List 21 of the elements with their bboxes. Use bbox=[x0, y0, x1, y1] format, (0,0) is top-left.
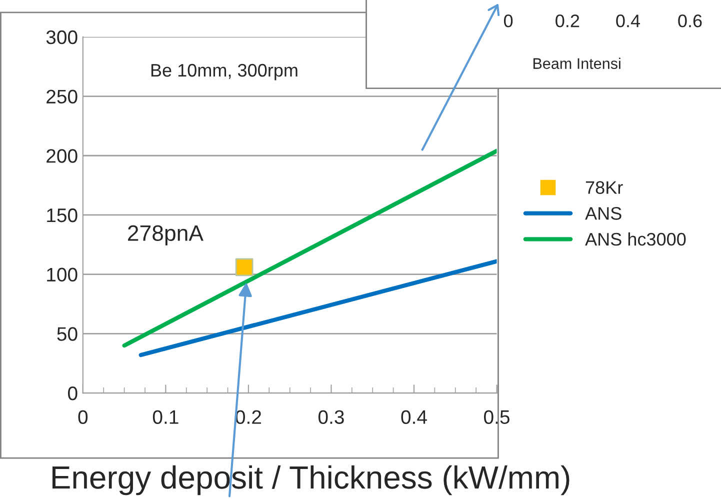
text: 0.6 bbox=[678, 14, 702, 28]
y-tick-label: 100 bbox=[47, 268, 78, 282]
y-tick-label: 150 bbox=[47, 208, 78, 222]
y-tick-label: 200 bbox=[46, 149, 78, 163]
legend-label: ANS bbox=[585, 207, 622, 220]
x-tick-label: 0.3 bbox=[318, 410, 344, 424]
legend-label: ANS hc3000 bbox=[585, 232, 686, 246]
legend-label: 78Kr bbox=[586, 181, 623, 194]
y-tick-label: 250 bbox=[46, 90, 78, 104]
y-tick-label: 50 bbox=[57, 327, 78, 341]
x-tick-label: 0 bbox=[78, 410, 88, 424]
x-tick-label: 0.1 bbox=[152, 410, 178, 424]
text: Beam Intensi bbox=[533, 58, 620, 69]
y-tick-label: 300 bbox=[46, 30, 78, 44]
text: 0.2 bbox=[556, 14, 580, 28]
annotation: 278pnA bbox=[128, 225, 204, 246]
y-tick-label: 0 bbox=[68, 386, 78, 400]
annotation: Be 10mm, 300rpm bbox=[151, 64, 298, 80]
text: 0 bbox=[504, 14, 513, 28]
x-tick-label: 0.4 bbox=[401, 410, 427, 424]
text: 0.4 bbox=[616, 14, 640, 28]
